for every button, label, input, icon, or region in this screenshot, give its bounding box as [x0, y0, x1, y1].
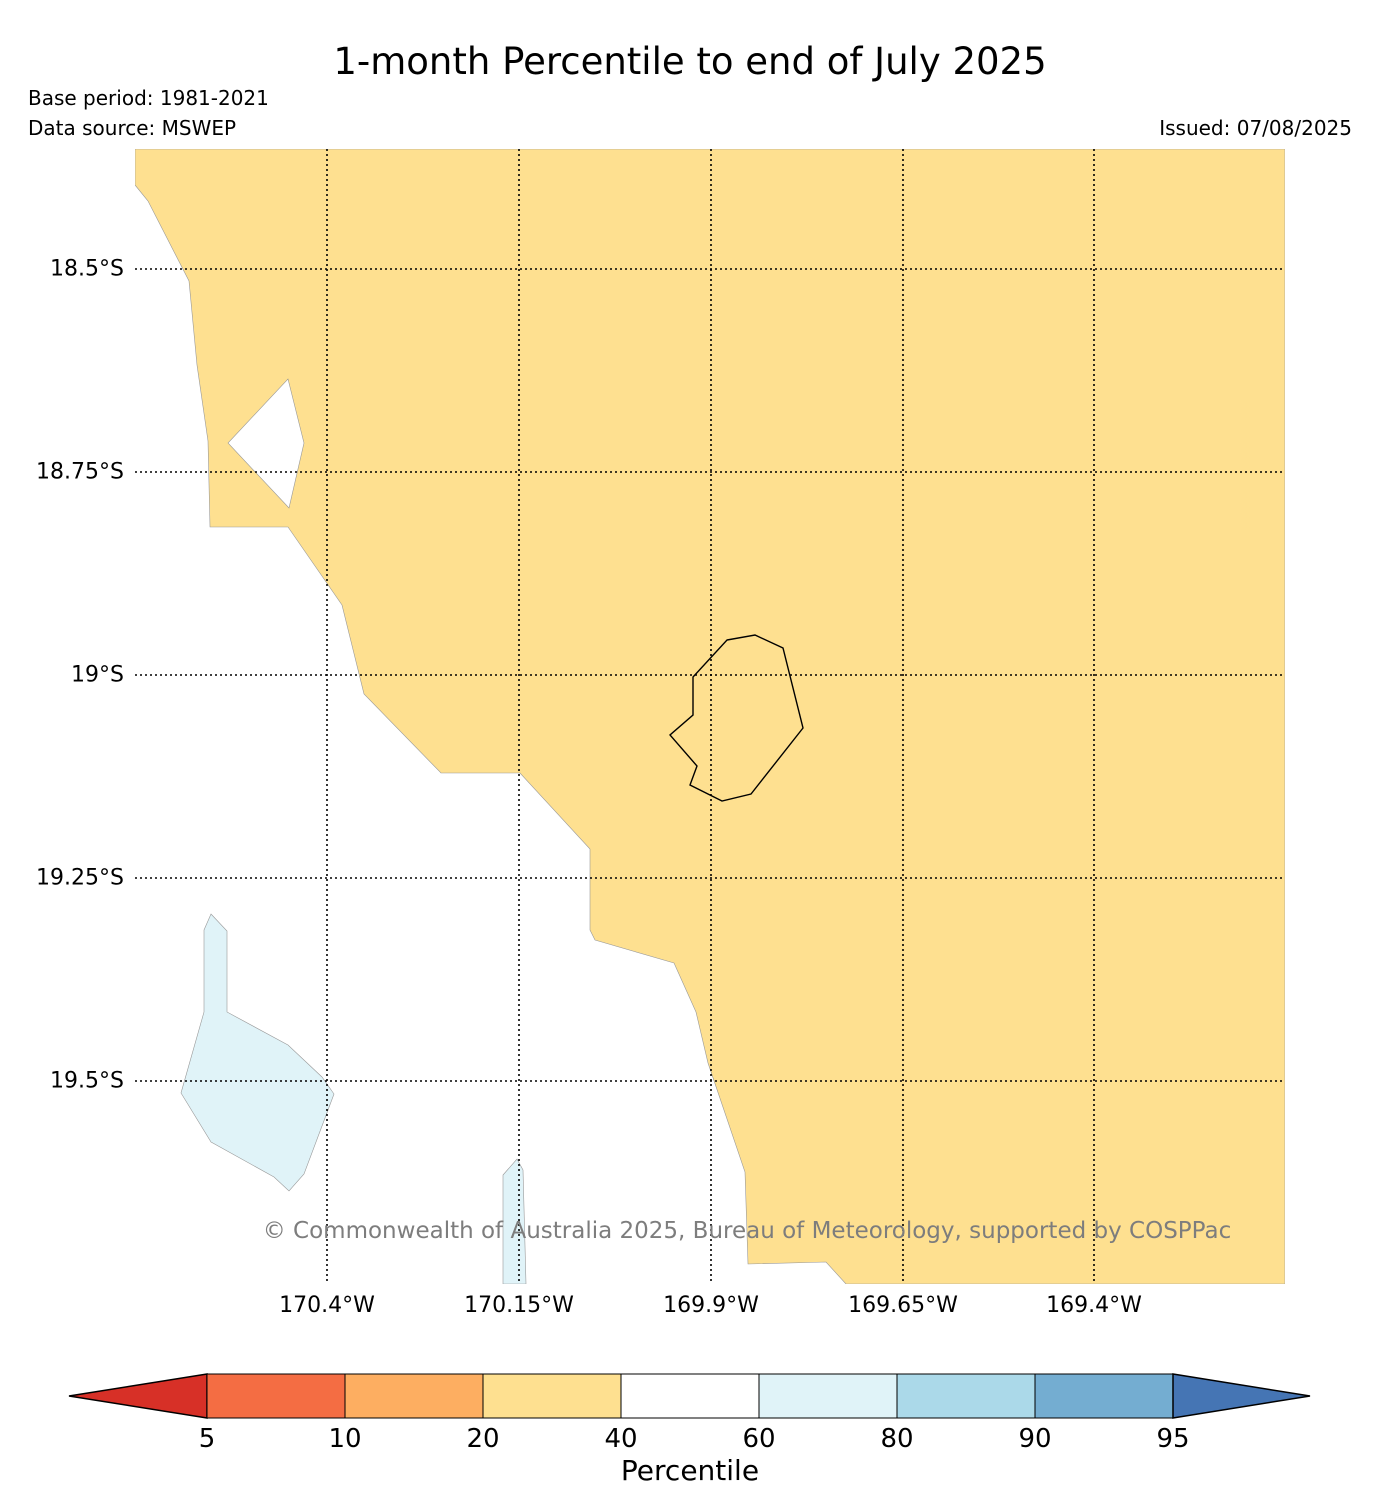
- map-title: 1-month Percentile to end of July 2025: [333, 40, 1047, 83]
- percentile-region-60-80-south: [502, 1158, 527, 1284]
- colorbar-extend-low: [68, 1373, 208, 1419]
- colorbar-segment: [344, 1373, 484, 1419]
- base-period-label: Base period: 1981-2021: [28, 86, 269, 110]
- lat-label: 19.25°S: [36, 865, 124, 891]
- colorbar: [68, 1373, 1311, 1419]
- lon-label: 169.4°W: [1046, 1293, 1142, 1318]
- lon-label: 169.65°W: [848, 1293, 958, 1318]
- colorbar-tick-label: 5: [198, 1424, 216, 1454]
- colorbar-tick-label: 60: [742, 1424, 776, 1454]
- colorbar-segment: [896, 1373, 1036, 1419]
- colorbar-extend-high: [1172, 1373, 1311, 1419]
- colorbar-segment: [482, 1373, 622, 1419]
- colorbar-tick-label: 95: [1156, 1424, 1190, 1454]
- colorbar-label: Percentile: [620, 1454, 760, 1487]
- percentile-region-40-60: [227, 378, 305, 509]
- lat-label: 19.5°S: [50, 1068, 124, 1094]
- colorbar-tick-label: 40: [604, 1424, 638, 1454]
- colorbar-tick-label: 10: [328, 1424, 362, 1454]
- percentile-region-60-80-west: [180, 913, 335, 1192]
- colorbar-segment: [620, 1373, 760, 1419]
- lon-label: 170.4°W: [279, 1293, 375, 1318]
- island-outline: [669, 634, 804, 802]
- lat-label: 18.75°S: [36, 459, 124, 485]
- graticule: [135, 149, 1285, 1284]
- colorbar-segment: [206, 1373, 346, 1419]
- lon-label: 169.9°W: [663, 1293, 759, 1318]
- colorbar-tick-label: 80: [880, 1424, 914, 1454]
- copyright-notice: © Commonwealth of Australia 2025, Bureau…: [262, 1218, 1232, 1244]
- colorbar-tick-label: 90: [1018, 1424, 1052, 1454]
- issued-date-label: Issued: 07/08/2025: [1159, 116, 1352, 140]
- percentile-region-20-40: [135, 149, 1285, 1284]
- colorbar-tick-label: 20: [466, 1424, 500, 1454]
- lat-label: 18.5°S: [50, 256, 124, 282]
- colorbar-segment: [758, 1373, 898, 1419]
- data-source-label: Data source: MSWEP: [28, 116, 237, 140]
- lon-label: 170.15°W: [464, 1293, 574, 1318]
- lat-label: 19°S: [71, 662, 124, 688]
- colorbar-segment: [1034, 1373, 1174, 1419]
